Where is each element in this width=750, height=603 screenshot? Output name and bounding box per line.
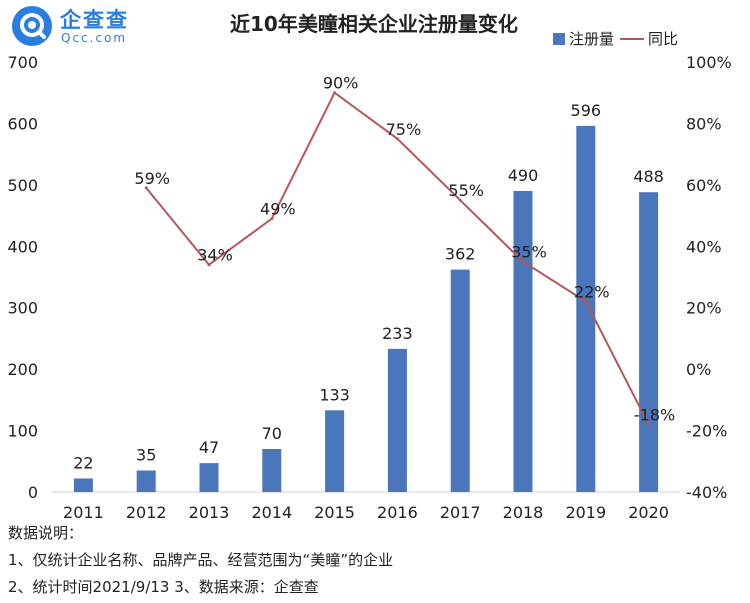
bar-data-label: 490 [508,166,539,185]
line-data-label: 90% [323,74,359,93]
bar-data-label: 47 [199,438,219,457]
bar [513,191,533,492]
x-tick-label: 2019 [565,503,606,520]
line-data-label: 75% [386,120,422,139]
y2-tick-label: -20% [686,422,727,441]
x-tick-label: 2013 [189,503,230,520]
x-tick-label: 2012 [126,503,167,520]
line-data-label: 34% [197,246,233,265]
notes-line-1: 1、仅统计企业名称、品牌产品、经营范围为“美瞳”的企业 [8,551,394,569]
y2-tick-label: 80% [686,114,722,133]
line-data-label: 49% [260,200,296,219]
data-notes: 数据说明： 1、仅统计企业名称、品牌产品、经营范围为“美瞳”的企业 2、统计时间… [8,520,393,601]
notes-line-2: 2、统计时间2021/9/13 3、数据来源：企查查 [8,578,319,596]
line-point [521,260,525,264]
bar [576,125,596,492]
y2-tick-label: 0% [686,360,711,379]
bar [387,348,407,492]
y-tick-label: 400 [7,237,38,256]
chart-title: 近10年美瞳相关企业注册量变化 [230,12,518,36]
bar [639,192,659,492]
line-data-label: 59% [134,169,170,188]
line-data-label: 35% [511,243,547,262]
bar-data-label: 35 [136,446,156,465]
y2-tick-label: 100% [686,53,732,72]
bar-data-label: 488 [633,167,664,186]
chart-plot: 0 100 200 300 400 500 600 700 -40% -20% 0% 20% 40% 60… [7,53,732,520]
x-tick-label: 2017 [440,503,481,520]
bar-data-label: 596 [571,101,602,120]
y2-tick-label: -40% [686,483,727,502]
logo-magnifier-icon [12,6,52,46]
legend-line-label: 同比 [647,30,678,48]
line-point [647,422,651,426]
line-point [144,186,148,190]
y-tick-label: 700 [7,53,38,72]
x-tick-label: 2016 [377,503,418,520]
bar [450,269,470,492]
line-data-label: 55% [448,181,484,200]
x-tick-label: 2011 [63,503,104,520]
bar-data-label: 22 [73,453,93,472]
bar-data-label: 233 [382,324,413,343]
line-point [395,137,399,141]
line-point [584,300,588,304]
y-tick-label: 600 [7,114,38,133]
bar [199,463,219,492]
y-tick-label: 300 [7,299,38,318]
legend-line-swatch [619,37,644,40]
legend-bar-label: 注册量 [568,30,614,48]
legend-bar-swatch [552,32,565,45]
line-point [458,198,462,202]
chart-legend: 注册量 同比 [552,28,678,49]
bar-data-label: 362 [445,245,476,264]
line-data-label: 22% [574,283,610,302]
brand-logo: 企查查 Qcc.com [12,4,212,50]
brand-sub: Qcc.com [61,31,128,45]
x-tick-label: 2015 [314,503,355,520]
brand-name: 企查查 [60,8,129,32]
line-point [333,91,337,95]
y-tick-label: 0 [28,483,38,502]
line-point [270,217,274,221]
x-tick-label: 2018 [503,503,544,520]
bar [136,470,156,492]
y-tick-label: 200 [7,360,38,379]
y2-tick-label: 60% [686,176,722,195]
notes-heading: 数据说明： [8,524,84,542]
y2-tick-label: 20% [686,299,722,318]
bar [262,449,282,492]
line-data-label: -18% [634,405,675,424]
x-tick-label: 2020 [628,503,669,520]
x-tick-label: 2014 [251,503,292,520]
bar-data-label: 70 [262,424,282,443]
line-point [207,263,211,267]
bar-data-label: 133 [319,385,350,404]
bar [73,478,93,492]
y-tick-label: 500 [7,176,38,195]
y-tick-label: 100 [7,422,38,441]
y2-tick-label: 40% [686,237,722,256]
bar [325,410,345,492]
